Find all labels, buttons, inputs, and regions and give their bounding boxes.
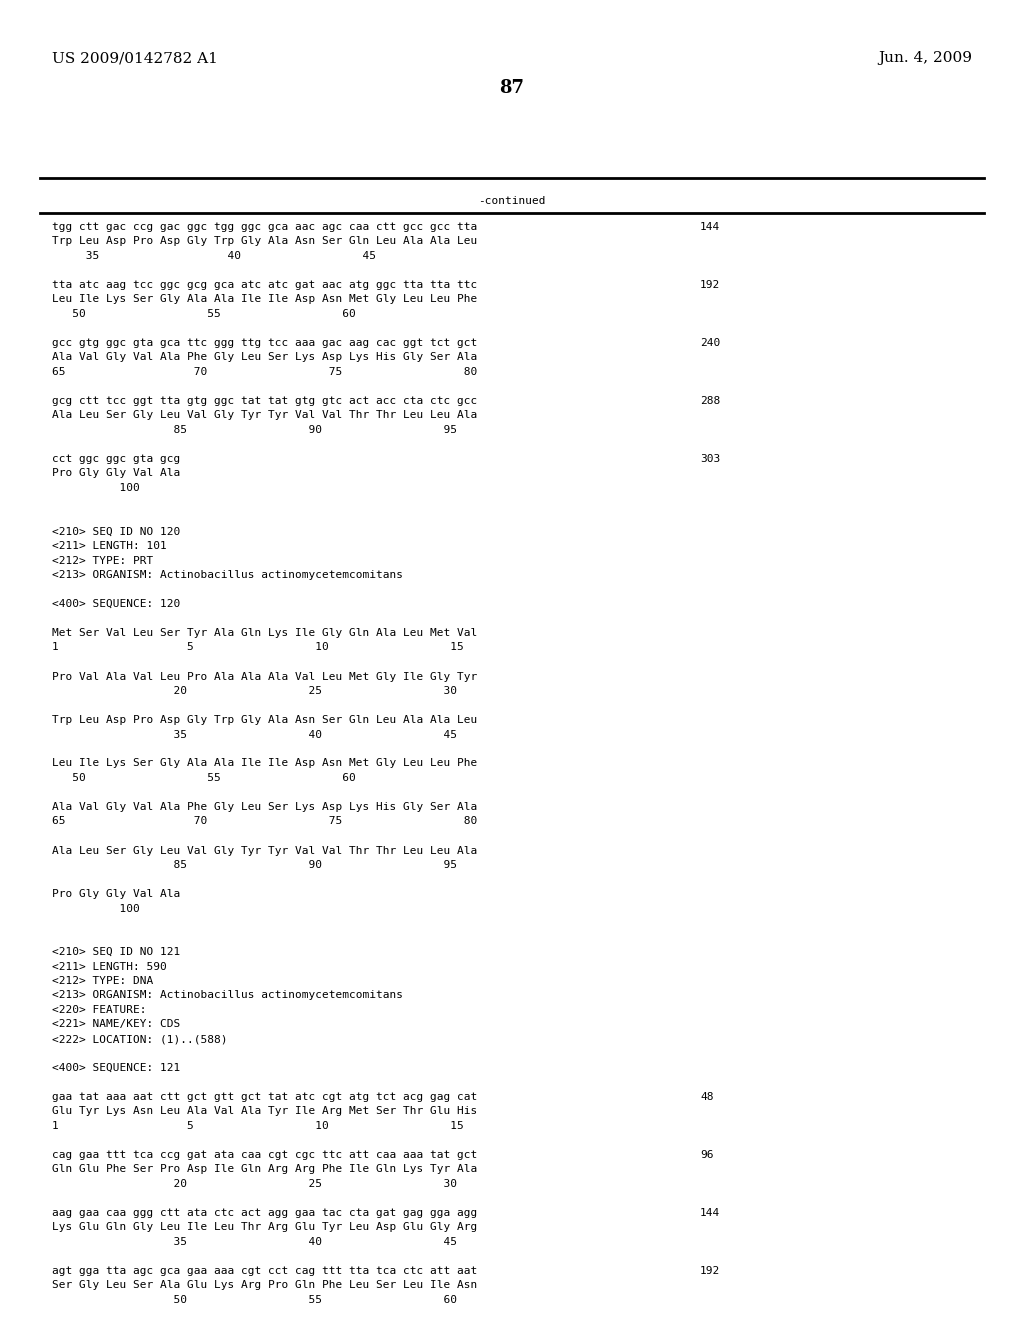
Text: 35                  40                  45: 35 40 45 (52, 730, 457, 739)
Text: 1                   5                  10                  15: 1 5 10 15 (52, 643, 464, 652)
Text: Gln Glu Phe Ser Pro Asp Ile Gln Arg Arg Phe Ile Gln Lys Tyr Ala: Gln Glu Phe Ser Pro Asp Ile Gln Arg Arg … (52, 1164, 477, 1175)
Text: <222> LOCATION: (1)..(588): <222> LOCATION: (1)..(588) (52, 1034, 227, 1044)
Text: <212> TYPE: PRT: <212> TYPE: PRT (52, 556, 154, 565)
Text: Trp Leu Asp Pro Asp Gly Trp Gly Ala Asn Ser Gln Leu Ala Ala Leu: Trp Leu Asp Pro Asp Gly Trp Gly Ala Asn … (52, 715, 477, 725)
Text: Ala Leu Ser Gly Leu Val Gly Tyr Tyr Val Val Thr Thr Leu Leu Ala: Ala Leu Ser Gly Leu Val Gly Tyr Tyr Val … (52, 846, 477, 855)
Text: 85                  90                  95: 85 90 95 (52, 425, 457, 436)
Text: Ala Val Gly Val Ala Phe Gly Leu Ser Lys Asp Lys His Gly Ser Ala: Ala Val Gly Val Ala Phe Gly Leu Ser Lys … (52, 803, 477, 812)
Text: 240: 240 (700, 338, 720, 348)
Text: 50                  55                  60: 50 55 60 (52, 1295, 457, 1305)
Text: 192: 192 (700, 1266, 720, 1276)
Text: 87: 87 (500, 79, 524, 96)
Text: 144: 144 (700, 1208, 720, 1218)
Text: Pro Gly Gly Val Ala: Pro Gly Gly Val Ala (52, 469, 180, 479)
Text: <213> ORGANISM: Actinobacillus actinomycetemcomitans: <213> ORGANISM: Actinobacillus actinomyc… (52, 570, 403, 579)
Text: Pro Val Ala Val Leu Pro Ala Ala Ala Val Leu Met Gly Ile Gly Tyr: Pro Val Ala Val Leu Pro Ala Ala Ala Val … (52, 672, 477, 681)
Text: Jun. 4, 2009: Jun. 4, 2009 (878, 51, 972, 65)
Text: 48: 48 (700, 1092, 714, 1102)
Text: 35                   40                  45: 35 40 45 (52, 251, 376, 261)
Text: 20                  25                  30: 20 25 30 (52, 686, 457, 696)
Text: Met Ser Val Leu Ser Tyr Ala Gln Lys Ile Gly Gln Ala Leu Met Val: Met Ser Val Leu Ser Tyr Ala Gln Lys Ile … (52, 628, 477, 638)
Text: US 2009/0142782 A1: US 2009/0142782 A1 (52, 51, 218, 65)
Text: -continued: -continued (478, 195, 546, 206)
Text: Ala Leu Ser Gly Leu Val Gly Tyr Tyr Val Val Thr Thr Leu Leu Ala: Ala Leu Ser Gly Leu Val Gly Tyr Tyr Val … (52, 411, 477, 421)
Text: 100: 100 (52, 903, 139, 913)
Text: <213> ORGANISM: Actinobacillus actinomycetemcomitans: <213> ORGANISM: Actinobacillus actinomyc… (52, 990, 403, 1001)
Text: 50                  55                  60: 50 55 60 (52, 774, 355, 783)
Text: <211> LENGTH: 590: <211> LENGTH: 590 (52, 961, 167, 972)
Text: <221> NAME/KEY: CDS: <221> NAME/KEY: CDS (52, 1019, 180, 1030)
Text: gcc gtg ggc gta gca ttc ggg ttg tcc aaa gac aag cac ggt tct gct: gcc gtg ggc gta gca ttc ggg ttg tcc aaa … (52, 338, 477, 348)
Text: 1                   5                  10                  15: 1 5 10 15 (52, 1121, 464, 1131)
Text: 100: 100 (52, 483, 139, 492)
Text: <211> LENGTH: 101: <211> LENGTH: 101 (52, 541, 167, 550)
Text: 85                  90                  95: 85 90 95 (52, 861, 457, 870)
Text: cct ggc ggc gta gcg: cct ggc ggc gta gcg (52, 454, 180, 465)
Text: agt gga tta agc gca gaa aaa cgt cct cag ttt tta tca ctc att aat: agt gga tta agc gca gaa aaa cgt cct cag … (52, 1266, 477, 1276)
Text: 35                  40                  45: 35 40 45 (52, 1237, 457, 1247)
Text: 50                  55                  60: 50 55 60 (52, 309, 355, 319)
Text: 96: 96 (700, 1150, 714, 1160)
Text: gaa tat aaa aat ctt gct gtt gct tat atc cgt atg tct acg gag cat: gaa tat aaa aat ctt gct gtt gct tat atc … (52, 1092, 477, 1102)
Text: tta atc aag tcc ggc gcg gca atc atc gat aac atg ggc tta tta ttc: tta atc aag tcc ggc gcg gca atc atc gat … (52, 280, 477, 290)
Text: <210> SEQ ID NO 120: <210> SEQ ID NO 120 (52, 527, 180, 536)
Text: cag gaa ttt tca ccg gat ata caa cgt cgc ttc att caa aaa tat gct: cag gaa ttt tca ccg gat ata caa cgt cgc … (52, 1150, 477, 1160)
Text: 192: 192 (700, 280, 720, 290)
Text: tgg ctt gac ccg gac ggc tgg ggc gca aac agc caa ctt gcc gcc tta: tgg ctt gac ccg gac ggc tgg ggc gca aac … (52, 222, 477, 232)
Text: Ala Val Gly Val Ala Phe Gly Leu Ser Lys Asp Lys His Gly Ser Ala: Ala Val Gly Val Ala Phe Gly Leu Ser Lys … (52, 352, 477, 363)
Text: Leu Ile Lys Ser Gly Ala Ala Ile Ile Asp Asn Met Gly Leu Leu Phe: Leu Ile Lys Ser Gly Ala Ala Ile Ile Asp … (52, 759, 477, 768)
Text: aag gaa caa ggg ctt ata ctc act agg gaa tac cta gat gag gga agg: aag gaa caa ggg ctt ata ctc act agg gaa … (52, 1208, 477, 1218)
Text: Trp Leu Asp Pro Asp Gly Trp Gly Ala Asn Ser Gln Leu Ala Ala Leu: Trp Leu Asp Pro Asp Gly Trp Gly Ala Asn … (52, 236, 477, 247)
Text: <220> FEATURE:: <220> FEATURE: (52, 1005, 146, 1015)
Text: 303: 303 (700, 454, 720, 465)
Text: 288: 288 (700, 396, 720, 407)
Text: 65                   70                  75                  80: 65 70 75 80 (52, 367, 477, 378)
Text: Leu Ile Lys Ser Gly Ala Ala Ile Ile Asp Asn Met Gly Leu Leu Phe: Leu Ile Lys Ser Gly Ala Ala Ile Ile Asp … (52, 294, 477, 305)
Text: 144: 144 (700, 222, 720, 232)
Text: <400> SEQUENCE: 120: <400> SEQUENCE: 120 (52, 599, 180, 609)
Text: <400> SEQUENCE: 121: <400> SEQUENCE: 121 (52, 1063, 180, 1073)
Text: <212> TYPE: DNA: <212> TYPE: DNA (52, 975, 154, 986)
Text: gcg ctt tcc ggt tta gtg ggc tat tat gtg gtc act acc cta ctc gcc: gcg ctt tcc ggt tta gtg ggc tat tat gtg … (52, 396, 477, 407)
Text: Lys Glu Gln Gly Leu Ile Leu Thr Arg Glu Tyr Leu Asp Glu Gly Arg: Lys Glu Gln Gly Leu Ile Leu Thr Arg Glu … (52, 1222, 477, 1233)
Text: 20                  25                  30: 20 25 30 (52, 1179, 457, 1189)
Text: 65                   70                  75                  80: 65 70 75 80 (52, 817, 477, 826)
Text: <210> SEQ ID NO 121: <210> SEQ ID NO 121 (52, 946, 180, 957)
Text: Glu Tyr Lys Asn Leu Ala Val Ala Tyr Ile Arg Met Ser Thr Glu His: Glu Tyr Lys Asn Leu Ala Val Ala Tyr Ile … (52, 1106, 477, 1117)
Text: Ser Gly Leu Ser Ala Glu Lys Arg Pro Gln Phe Leu Ser Leu Ile Asn: Ser Gly Leu Ser Ala Glu Lys Arg Pro Gln … (52, 1280, 477, 1291)
Text: Pro Gly Gly Val Ala: Pro Gly Gly Val Ala (52, 888, 180, 899)
